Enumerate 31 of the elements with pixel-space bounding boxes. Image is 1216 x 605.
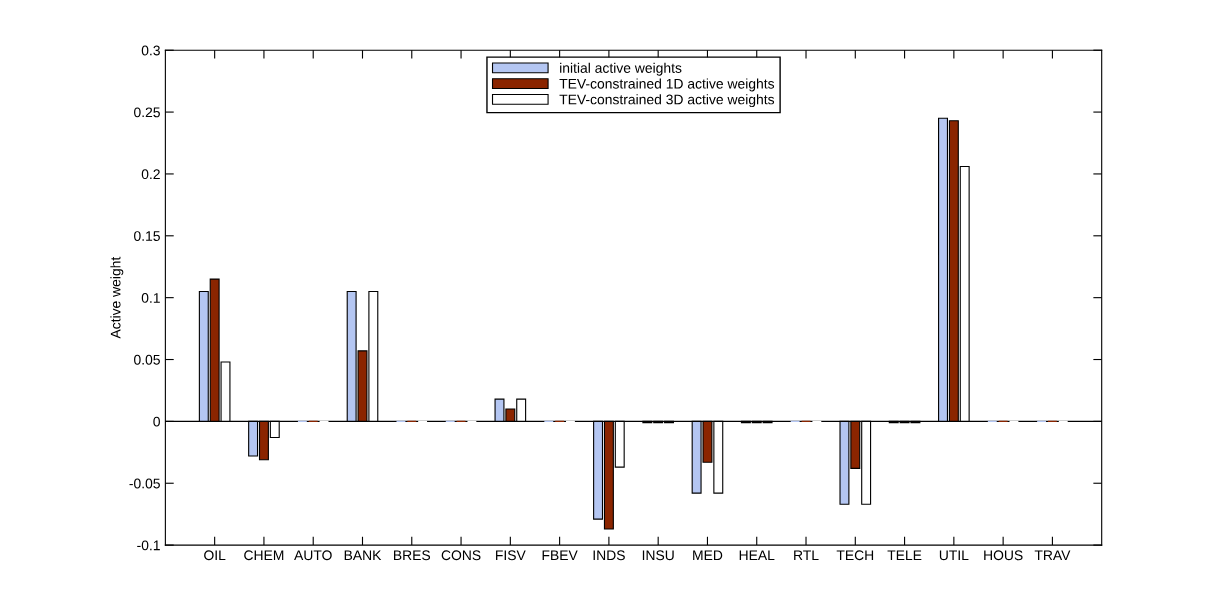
x-tick-label: TECH (836, 550, 874, 561)
x-tick-label: INDS (593, 550, 625, 561)
x-tick-label: UTIL (939, 550, 969, 561)
x-tick-label: HEAL (739, 550, 775, 561)
x-tick-label: TELE (887, 550, 922, 561)
y-tick-label: 0.1 (141, 292, 160, 303)
y-tick-label: 0.3 (141, 45, 160, 56)
legend-label: TEV-constrained 1D active weights (559, 78, 775, 92)
x-tick-label: AUTO (294, 550, 332, 561)
legend-label: initial active weights (560, 62, 682, 76)
x-tick-label: FBEV (542, 550, 578, 561)
y-tick-label: -0.1 (137, 540, 160, 551)
x-tick-label: MED (693, 550, 723, 561)
y-axis-title: Active weight (110, 256, 124, 339)
y-tick-label: 0.05 (134, 354, 160, 365)
x-tick-label: HOUS (984, 550, 1023, 561)
y-tick-label: 0 (153, 416, 160, 427)
legend-label: TEV-constrained 3D active weights (559, 94, 775, 108)
x-tick-label: RTL (794, 550, 819, 561)
y-tick-label: -0.05 (129, 478, 160, 489)
y-tick-label: 0.2 (141, 169, 160, 180)
x-tick-label: BRES (394, 550, 431, 561)
x-tick-label: OIL (204, 550, 226, 561)
x-tick-label: BANK (344, 550, 382, 561)
y-tick-label: 0.25 (134, 107, 160, 118)
x-tick-label: FISV (496, 550, 526, 561)
x-tick-label: CHEM (244, 550, 284, 561)
x-tick-label: CONS (441, 550, 481, 561)
x-tick-label: TRAV (1034, 550, 1071, 561)
y-tick-label: 0.15 (134, 231, 160, 241)
x-tick-label: INSU (642, 550, 674, 561)
